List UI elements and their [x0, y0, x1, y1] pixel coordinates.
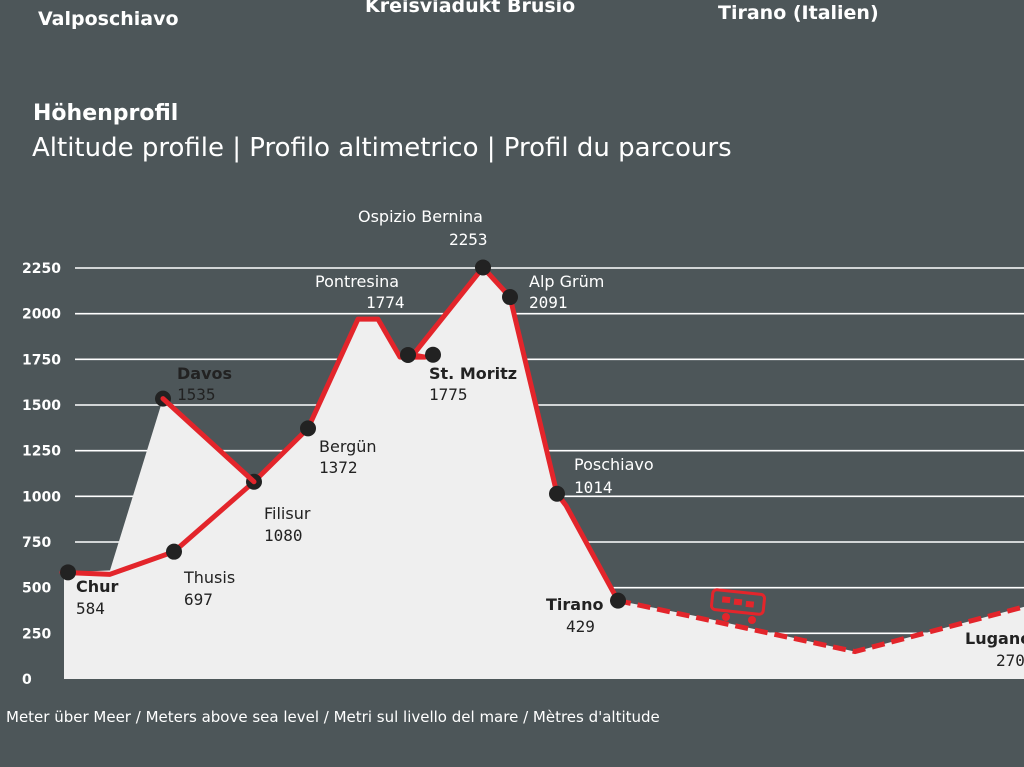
route-line-rhaetian: [59, 264, 621, 604]
station-name: Alp Grüm: [529, 272, 604, 291]
route-line-bus: [617, 598, 1024, 655]
station-dot: [166, 543, 182, 560]
bus-icon: [709, 588, 767, 624]
station-altitude: 1080: [264, 526, 303, 545]
station-name: St. Moritz: [429, 364, 517, 383]
station-name: Filisur: [264, 504, 311, 523]
station-altitude: 2253: [449, 230, 488, 249]
y-axis-ticks: 0 250 500 750 1000 1250 1500 1750 2000 2250: [22, 261, 61, 688]
station-altitude: 584: [76, 599, 105, 618]
station-altitude: 1775: [429, 385, 468, 404]
y-tick-label: 1000: [22, 489, 61, 505]
station-name: Ospizio Bernina: [358, 207, 483, 226]
y-tick-label: 750: [22, 535, 51, 551]
station-name: Pontresina: [315, 272, 399, 291]
chart-title: Höhenprofil: [33, 101, 178, 126]
station-name: Davos: [177, 364, 232, 383]
y-tick-label: 0: [22, 672, 32, 688]
y-tick-label: 1500: [22, 398, 61, 414]
station-dot: [549, 485, 565, 502]
station-dot: [300, 420, 316, 437]
station-dot: [610, 592, 626, 609]
profile-area: [64, 267, 1024, 679]
chart-subtitle: Altitude profile | Profilo altimetrico |…: [32, 133, 732, 163]
station-name: Thusis: [183, 568, 235, 587]
station-altitude: 1535: [177, 385, 216, 404]
station-altitude: 1774: [366, 293, 405, 312]
y-tick-label: 2000: [22, 307, 61, 323]
y-axis-caption: Meter über Meer / Meters above sea level…: [6, 708, 660, 726]
station-altitude: 697: [184, 590, 213, 609]
station-altitude: 429: [566, 617, 595, 636]
station-dot: [425, 346, 441, 363]
station-altitude: 1014: [574, 478, 613, 497]
y-tick-label: 1250: [22, 444, 61, 460]
station-altitude: 2091: [529, 293, 568, 312]
station-name: Tirano: [546, 595, 603, 614]
y-tick-label: 500: [22, 581, 51, 597]
station-dot: [475, 259, 491, 276]
top-label-kreisviadukt: Kreisviadukt Brusio: [365, 0, 575, 17]
y-tick-label: 1750: [22, 352, 61, 368]
station-altitude: 1372: [319, 458, 358, 477]
y-tick-label: 250: [22, 626, 51, 642]
station-altitude: 270: [996, 651, 1024, 670]
route-line-davos-branch: [160, 396, 257, 485]
y-tick-label: 2250: [22, 261, 61, 277]
station-name: Lugano: [965, 629, 1024, 648]
station-dot: [60, 564, 76, 581]
top-label-tirano: Tirano (Italien): [718, 2, 879, 24]
station-name: Chur: [76, 577, 119, 596]
station-dot: [400, 346, 416, 363]
station-dot: [502, 289, 518, 306]
station-name: Bergün: [319, 437, 377, 456]
top-label-valposchiavo: Valposchiavo: [38, 8, 179, 30]
station-name: Poschiavo: [574, 455, 654, 474]
